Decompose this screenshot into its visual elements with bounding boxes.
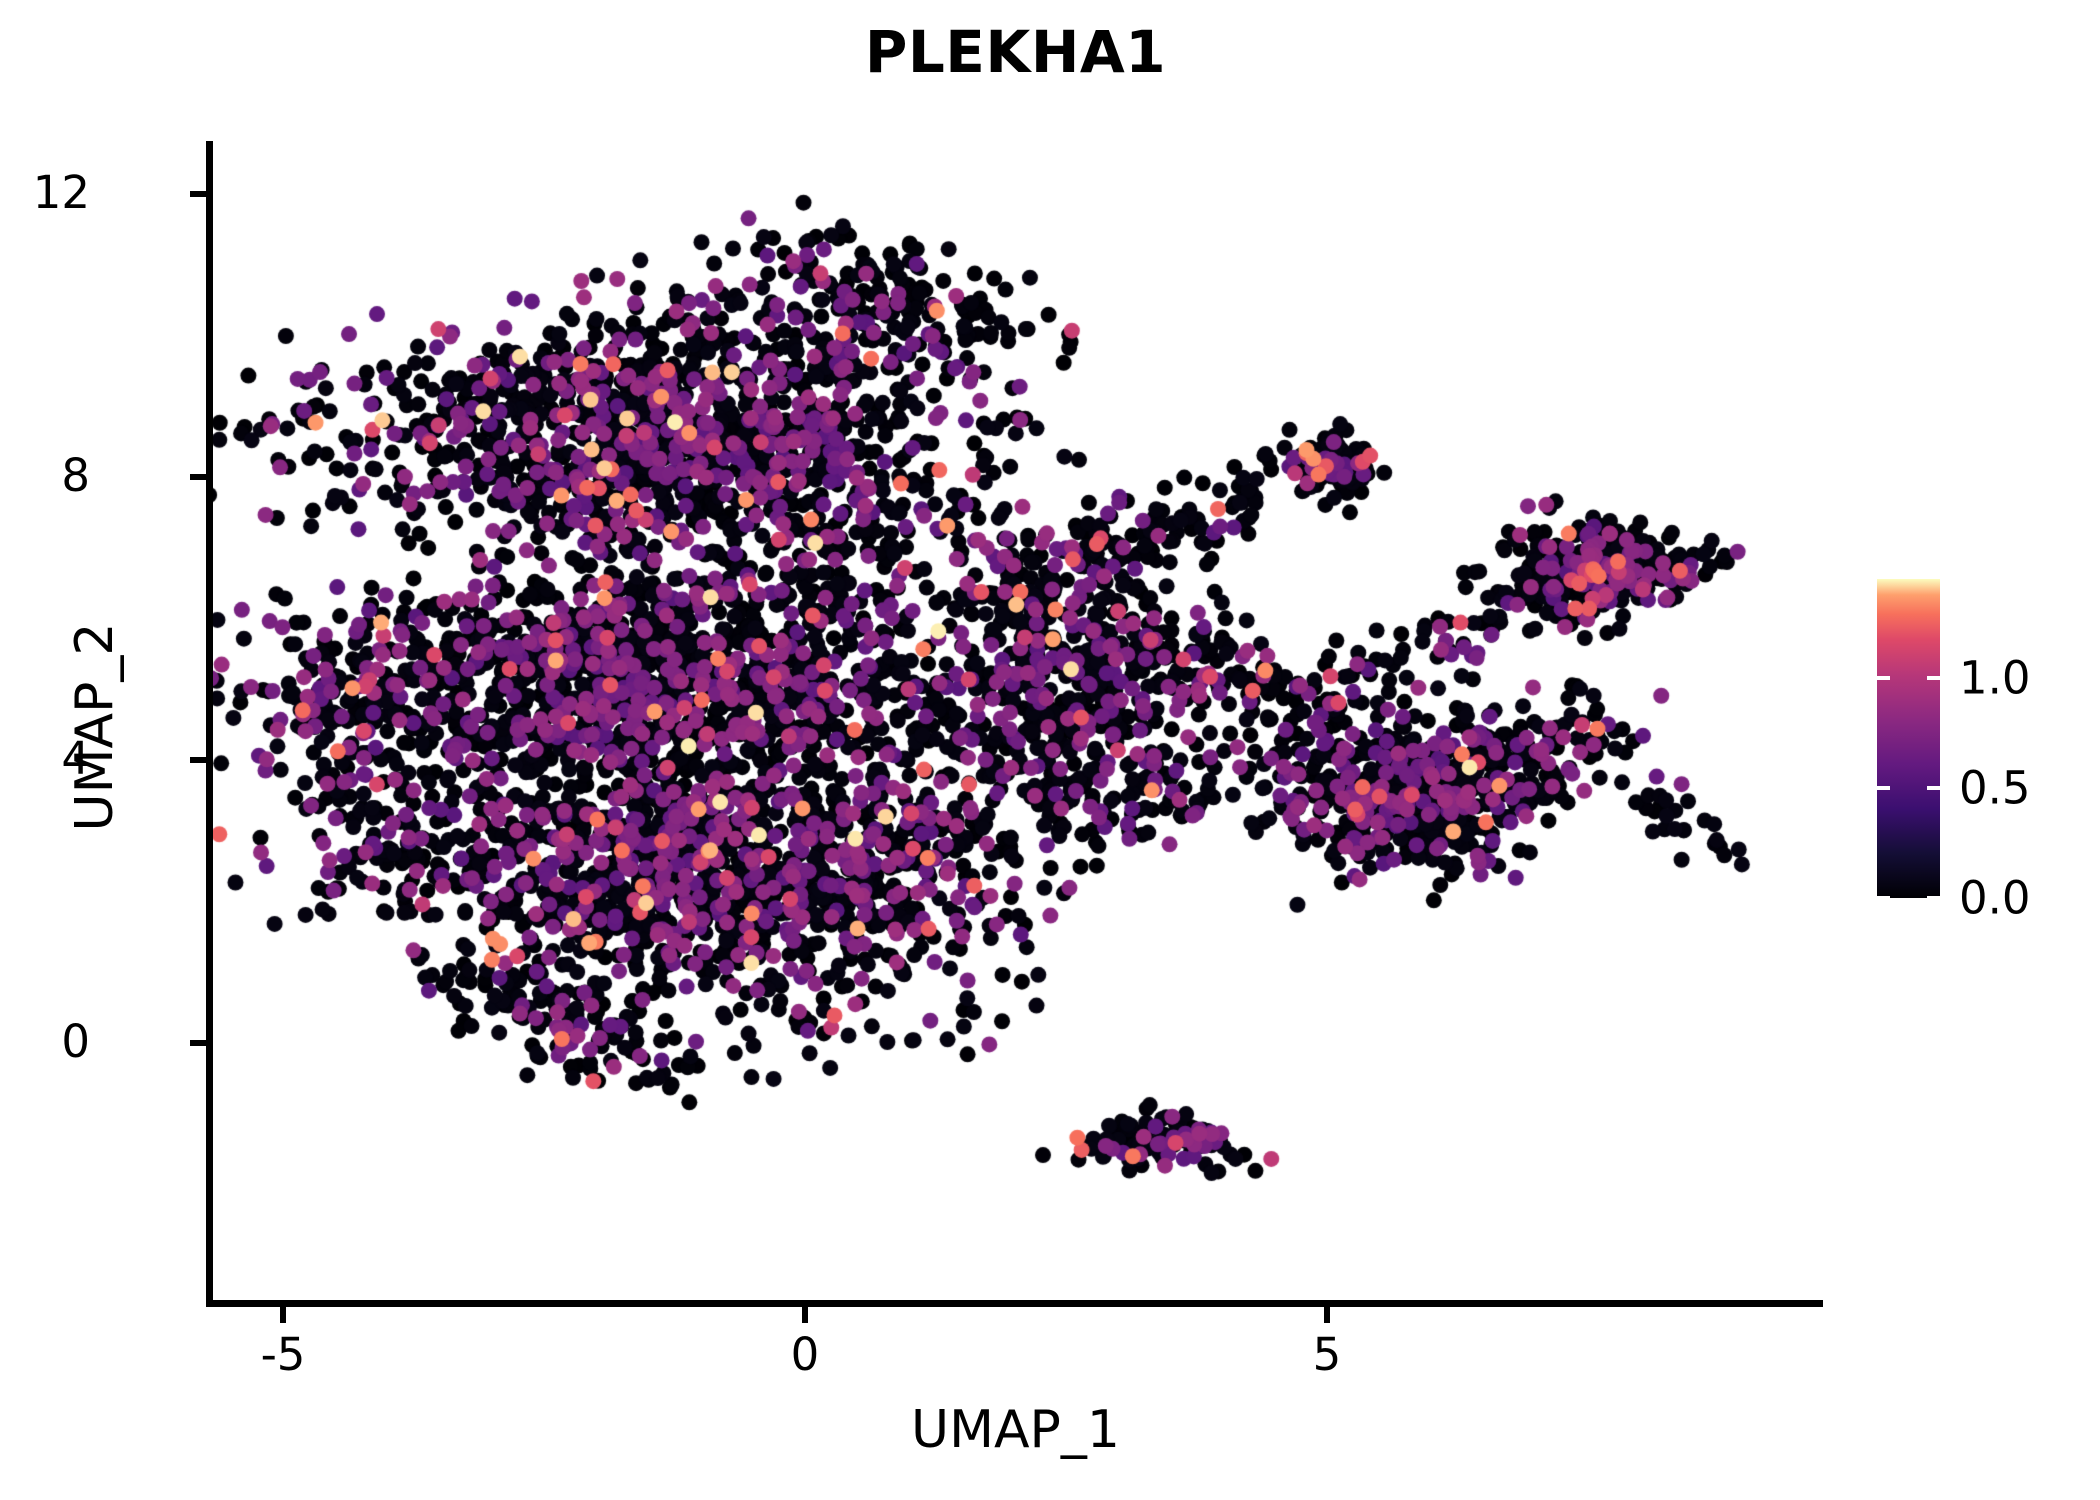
x-tick-mark — [802, 1306, 808, 1323]
colorbar-tick-mark — [1877, 676, 1890, 680]
colorbar-tick-mark — [1927, 676, 1940, 680]
x-tick-label: 5 — [1312, 1328, 1342, 1381]
colorbar-tick-label: 0.5 — [1959, 761, 2031, 815]
colorbar-tick-label: 1.0 — [1959, 651, 2031, 705]
x-tick-mark — [1324, 1306, 1330, 1323]
y-tick-mark — [190, 474, 207, 480]
y-tick-label: 0 — [61, 1015, 90, 1068]
colorbar-tick-label: 0.0 — [1959, 871, 2031, 925]
colorbar-gradient — [1877, 579, 1940, 898]
colorbar-tick-mark — [1927, 786, 1940, 790]
colorbar-tick-mark — [1877, 896, 1890, 900]
scatter-plot-area — [211, 141, 1820, 1303]
y-tick-label: 8 — [61, 449, 90, 502]
x-tick-label: 0 — [790, 1328, 820, 1381]
x-tick-label: -5 — [260, 1328, 306, 1381]
x-tick-mark — [280, 1306, 286, 1323]
y-tick-label: 12 — [32, 166, 90, 219]
y-tick-mark — [190, 1040, 207, 1046]
scatter-points-canvas — [211, 141, 1820, 1303]
x-axis-label: UMAP_1 — [911, 1400, 1120, 1460]
y-tick-mark — [190, 191, 207, 197]
colorbar-tick-mark — [1927, 896, 1940, 900]
y-tick-mark — [190, 757, 207, 763]
y-axis-line — [206, 141, 213, 1307]
colorbar[interactable]: 0.0 0.5 1.0 — [1877, 579, 2097, 921]
x-axis-line — [206, 1300, 1823, 1307]
y-tick-label: 4 — [61, 732, 90, 785]
y-axis-label: UMAP_2 — [65, 622, 125, 832]
page-title: PLEKHA1 — [864, 18, 1167, 86]
colorbar-tick-mark — [1877, 786, 1890, 790]
